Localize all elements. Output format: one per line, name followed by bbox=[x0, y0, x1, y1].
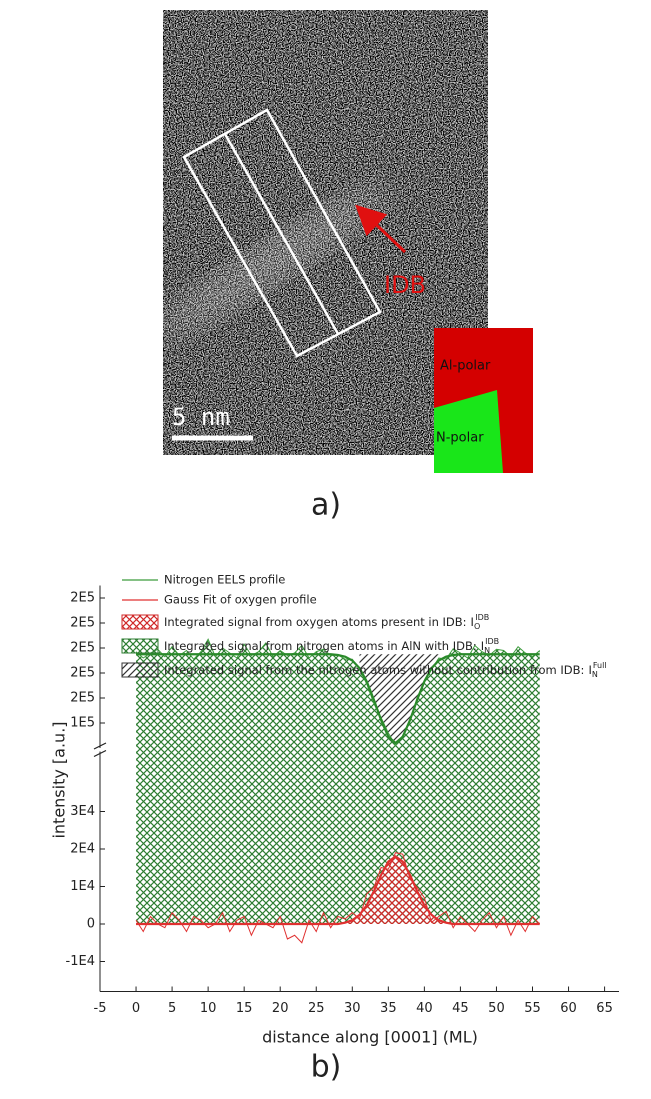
y-tick-label: 1E4 bbox=[70, 879, 95, 894]
panel-label: b) bbox=[311, 1050, 342, 1085]
x-tick-label: 50 bbox=[488, 1001, 505, 1016]
legend-label: Integrated signal from oxygen atoms pres… bbox=[164, 613, 489, 631]
panel-label: a) bbox=[311, 488, 341, 523]
legend-swatch bbox=[122, 615, 158, 629]
x-tick-label: 25 bbox=[308, 1001, 325, 1016]
legend-text: IDB bbox=[475, 613, 489, 622]
x-tick-label: 30 bbox=[344, 1001, 361, 1016]
legend-label: Integrated signal from the nitrogen atom… bbox=[164, 661, 607, 679]
y-tick-label: 1E5 bbox=[70, 716, 95, 731]
x-tick-label: 10 bbox=[200, 1001, 217, 1016]
y-tick-label: 2E5 bbox=[70, 641, 95, 656]
area bbox=[136, 639, 540, 924]
figure: IDB 5 nm Al-polar N-polar a) b) distance… bbox=[0, 0, 651, 1099]
x-tick-label: 55 bbox=[524, 1001, 541, 1016]
y-axis-title: intensity [a.u.] bbox=[50, 721, 69, 838]
legend-text: Integrated signal from oxygen atoms pres… bbox=[164, 615, 467, 629]
scale-bar-label: 5 nm bbox=[172, 403, 230, 431]
y-tick-label: 2E4 bbox=[70, 842, 95, 857]
legend-swatch bbox=[122, 639, 158, 653]
y-tick-label: 2E5 bbox=[70, 591, 95, 606]
y-tick-label: 2E5 bbox=[70, 616, 95, 631]
legend-text: N bbox=[484, 646, 490, 655]
inset-bottom-label: N-polar bbox=[436, 431, 484, 446]
arrow-label: IDB bbox=[384, 271, 426, 299]
inset-top-label: Al-polar bbox=[440, 359, 491, 374]
y-tick-label: 2E5 bbox=[70, 691, 95, 706]
x-tick-label: 15 bbox=[236, 1001, 253, 1016]
legend-text: Full bbox=[593, 661, 607, 670]
legend-label: Integrated signal from nitrogen atoms in… bbox=[164, 637, 499, 655]
x-tick-label: 5 bbox=[168, 1001, 176, 1016]
x-tick-label: 35 bbox=[380, 1001, 397, 1016]
x-tick-label: -5 bbox=[94, 1001, 107, 1016]
y-tick-label: 3E4 bbox=[70, 804, 95, 819]
x-tick-label: 65 bbox=[596, 1001, 613, 1016]
x-tick-label: 0 bbox=[132, 1001, 140, 1016]
legend-text: O bbox=[474, 622, 480, 631]
x-axis-title: distance along [0001] (ML) bbox=[262, 1028, 478, 1047]
legend-swatch bbox=[122, 663, 158, 677]
x-tick-label: 20 bbox=[272, 1001, 289, 1016]
y-tick-label: 2E5 bbox=[70, 666, 95, 681]
x-tick-label: 40 bbox=[416, 1001, 433, 1016]
legend-label: Nitrogen EELS profile bbox=[164, 573, 285, 587]
legend-label: Gauss Fit of oxygen profile bbox=[164, 593, 317, 607]
plot: -5 0 5 10 15 20 25 30 35 40 45 50 55 60 65 -1E4 0 1E4 2E4 3… bbox=[66, 573, 619, 1017]
legend-text: IDB bbox=[485, 637, 499, 646]
x-tick-label: 60 bbox=[560, 1001, 577, 1016]
legend-text: Integrated signal from the nitrogen atom… bbox=[164, 663, 584, 677]
y-tick-label: 0 bbox=[87, 917, 95, 932]
y-tick-label: -1E4 bbox=[66, 954, 95, 969]
tem-image: IDB 5 nm Al-polar N-polar bbox=[146, 10, 533, 473]
legend-text: Integrated signal from nitrogen atoms in… bbox=[164, 639, 477, 653]
x-tick-label: 45 bbox=[452, 1001, 469, 1016]
legend-text: N bbox=[592, 670, 598, 679]
